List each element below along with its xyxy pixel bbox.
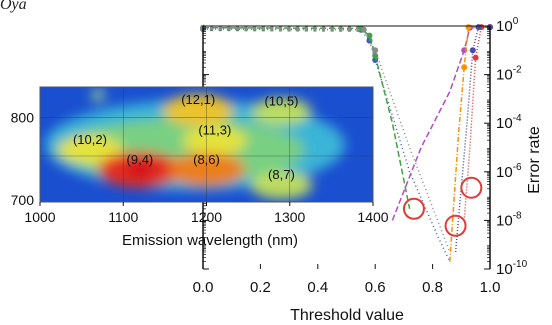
y-axis-label: Error rate [526,126,543,194]
x-tick-label: 0.8 [422,279,443,296]
plateau-marker [339,27,343,32]
highlight-circle [460,176,483,199]
plateau-marker [356,27,360,32]
plateau-marker [304,27,308,32]
heatmap-x-tick-label: 1400 [357,209,388,225]
peak-label: (12,1) [181,92,215,107]
series-point [360,26,367,33]
series-line [202,26,411,209]
y-tick-label: 10-2 [496,65,522,84]
plateau-marker [322,27,326,32]
plateau-marker [235,26,239,31]
plateau-marker [227,26,231,31]
heatmap-x-axis-label: Emission wavelength (nm) [122,232,298,249]
x-tick-label: 0.4 [307,279,328,296]
highlight-circle [402,197,425,220]
plateau-marker [330,27,334,32]
heatmap-y-tick-label: 800 [11,110,35,126]
plateau-marker [313,27,317,32]
plateau-marker [210,26,214,31]
series-line [449,26,490,262]
y-tick-label: 10-8 [496,210,522,229]
plateau-marker [261,26,265,31]
plateau-marker [278,27,282,32]
plateau-marker [244,26,248,31]
plateau-marker [287,27,291,32]
heatmap-x-tick-label: 1100 [108,209,138,225]
peak-label: (9,4) [127,152,154,167]
plateau-marker [296,27,300,32]
series-point [372,52,379,59]
peak-label: (10,2) [73,132,107,147]
series-point [372,56,379,63]
series-point [469,47,476,54]
peak-label: (11,3) [198,123,231,138]
plateau-marker [270,26,274,31]
plateau-marker [347,27,351,32]
heat-peak [250,171,313,200]
series-point [366,32,373,39]
highlight-circle [444,214,467,237]
y-tick-label: 10-4 [496,113,522,132]
series-line [202,28,451,263]
heat-peak [182,126,247,156]
series-line [463,26,490,221]
x-tick-label: 0.2 [250,279,271,296]
heat-field [92,89,104,101]
series-point [461,64,468,71]
series-point [475,24,482,31]
heat-peak [251,97,312,126]
x-axis-label: Threshold value [290,307,404,324]
cropped-caption-fragment: Oya [0,0,27,13]
y-tick-label: 10-6 [496,162,522,181]
emission-heatmap: (10,2)(9,4)(12,1) (10,5)(11,3)(8,6)(8,7) … [11,86,389,249]
peak-label: (8,6) [193,152,220,167]
x-tick-label: 0.6 [365,279,386,296]
heatmap-x-tick-label: 1000 [24,209,55,225]
plateau-marker [218,26,222,31]
heat-core [125,161,154,178]
y-tick-label: 100 [496,16,519,35]
peak-label: (8,7) [268,167,295,182]
x-tick-label: 0.0 [193,279,214,296]
series-point [465,24,472,31]
x-tick-label: 1.0 [480,279,501,296]
heatmap-x-tick-label: 1300 [274,209,305,225]
heatmap-x-tick-label: 1200 [191,209,222,225]
heatmap-y-tick-label: 700 [11,192,35,208]
plateau-marker [253,26,257,31]
series-point [472,54,479,61]
peak-label: (10,5) [264,94,298,109]
series-point [372,47,379,54]
heat-peak [56,135,124,165]
y-tick-label: 10-10 [496,259,528,278]
